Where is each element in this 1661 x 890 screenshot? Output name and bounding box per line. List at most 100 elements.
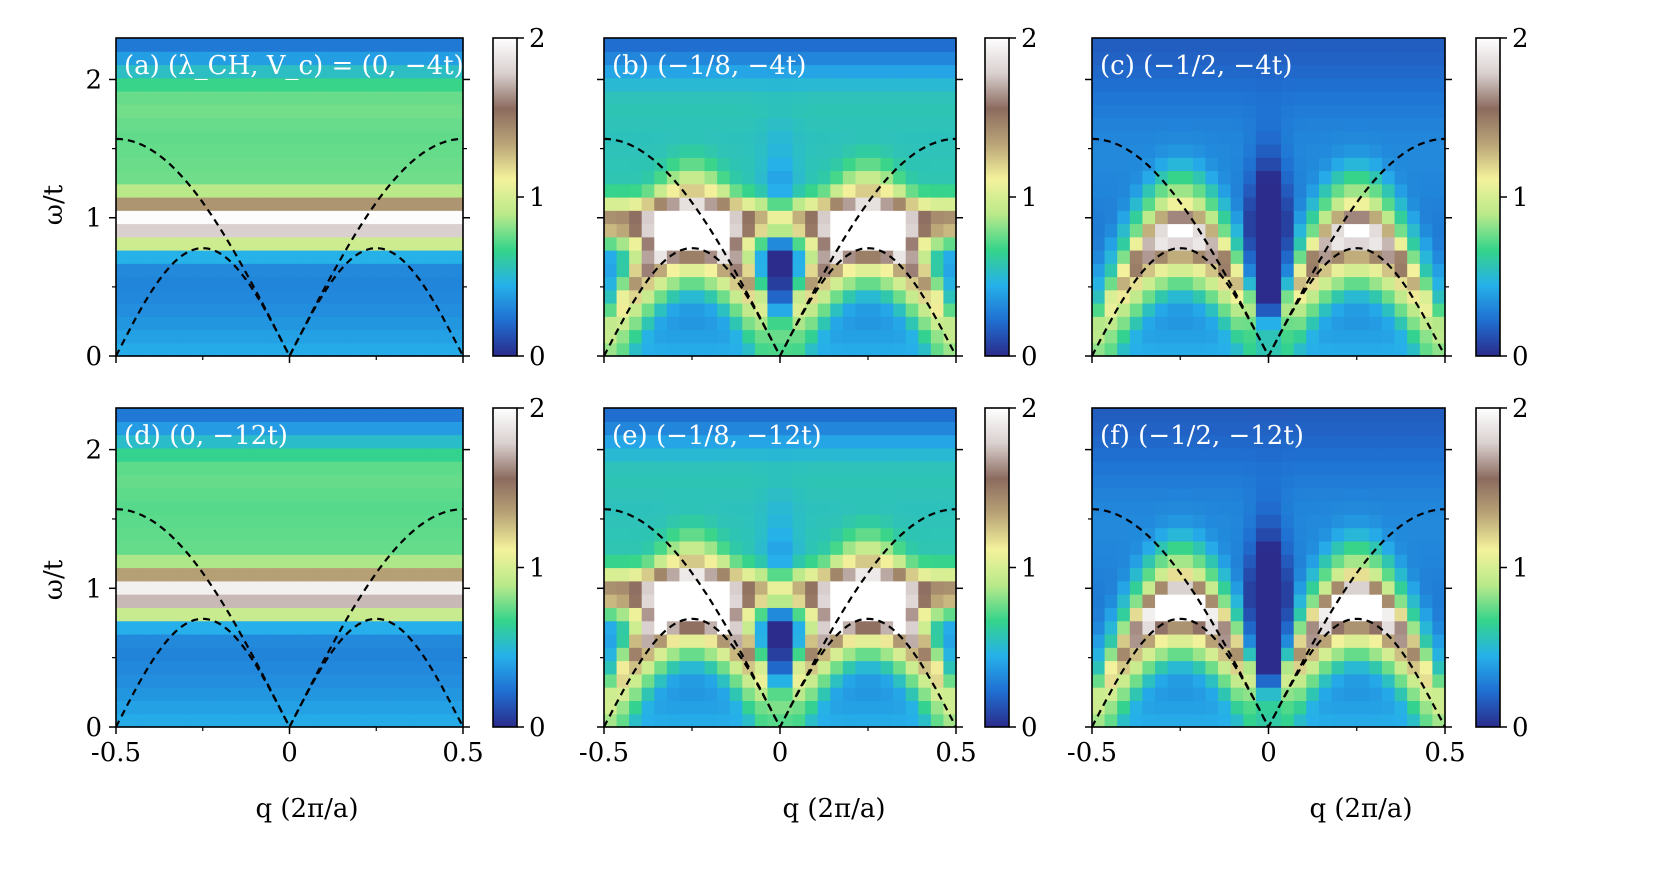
heatmap-cell	[1293, 514, 1307, 529]
heatmap-cell	[1419, 170, 1433, 185]
heatmap-cell	[1129, 633, 1144, 648]
heatmap-cell	[351, 329, 365, 344]
heatmap-cell	[1419, 223, 1433, 238]
heatmap-cell	[1218, 64, 1232, 79]
heatmap-cell	[1243, 434, 1257, 449]
heatmap-cell	[805, 554, 819, 569]
heatmap-cell	[805, 197, 819, 211]
heatmap-cell	[792, 580, 806, 595]
heatmap-cell	[666, 501, 681, 515]
heatmap-cell	[1218, 580, 1232, 595]
heatmap-cell	[177, 329, 191, 344]
heatmap-cell	[438, 474, 452, 489]
heatmap-cell	[425, 434, 439, 449]
heatmap-cell	[438, 487, 452, 502]
heatmap-cell	[1344, 540, 1358, 555]
heatmap-cell	[1255, 620, 1270, 635]
heatmap-cell	[629, 117, 643, 132]
colorbar-tick-label: 2	[529, 394, 546, 424]
heatmap-cell	[1281, 289, 1295, 304]
heatmap-cell	[1142, 501, 1156, 515]
heatmap-cell	[413, 223, 427, 238]
heatmap-cell	[140, 342, 154, 357]
heatmap-cell	[1432, 342, 1446, 357]
heatmap-cell	[930, 144, 945, 158]
heatmap-cell	[604, 408, 618, 422]
heatmap-cell	[792, 64, 806, 79]
heatmap-cell	[830, 289, 844, 304]
heatmap-cell	[165, 700, 179, 715]
heatmap-cell	[128, 210, 142, 225]
heatmap-cell	[239, 289, 253, 304]
heatmap-cell	[641, 620, 655, 635]
heatmap-cell	[1243, 223, 1257, 238]
heatmap-cell	[1167, 104, 1181, 119]
heatmap-cell	[1293, 580, 1307, 595]
heatmap-cell	[301, 594, 315, 608]
heatmap-cell	[893, 77, 907, 92]
heatmap-cell	[388, 607, 402, 622]
heatmap-cell	[1142, 700, 1156, 715]
heatmap-cell	[202, 408, 216, 422]
heatmap-cell	[918, 514, 932, 529]
heatmap-cell	[1142, 64, 1156, 79]
heatmap-cell	[1432, 620, 1446, 635]
heatmap-cell	[438, 342, 452, 357]
heatmap-cell	[1419, 263, 1433, 278]
panel-b: (b) (−1/8, −4t)012	[597, 24, 1038, 372]
heatmap-cell	[339, 713, 353, 728]
heatmap-cell	[868, 236, 882, 251]
heatmap-cell	[1255, 647, 1270, 662]
heatmap-cell	[905, 700, 919, 715]
heatmap-cell	[754, 700, 769, 715]
heatmap-cell	[401, 567, 415, 582]
heatmap-cell	[351, 64, 365, 79]
heatmap-cell	[1432, 554, 1446, 569]
heatmap-cell	[905, 474, 919, 489]
heatmap-cell	[128, 461, 142, 476]
heatmap-cell	[438, 263, 452, 278]
heatmap-cell	[1293, 567, 1307, 582]
heatmap-cell	[629, 144, 643, 158]
heatmap-cell	[277, 434, 291, 449]
heatmap-cell	[1218, 421, 1232, 436]
heatmap-cell	[880, 64, 894, 79]
heatmap-cell	[227, 421, 241, 436]
heatmap-cell	[805, 77, 819, 92]
heatmap-cell	[754, 713, 769, 728]
heatmap-cell	[880, 527, 894, 542]
heatmap-cell	[780, 461, 794, 476]
heatmap-cell	[215, 329, 229, 344]
heatmap-cell	[153, 408, 167, 422]
heatmap-cell	[1142, 554, 1156, 569]
heatmap-cell	[1394, 461, 1408, 476]
heatmap-cell	[177, 620, 191, 635]
heatmap-cell	[425, 210, 439, 225]
heatmap-cell	[1419, 210, 1433, 225]
heatmap-cell	[842, 580, 857, 595]
heatmap-cell	[780, 329, 794, 344]
heatmap-cell	[1356, 316, 1370, 331]
heatmap-cell	[1218, 236, 1232, 251]
heatmap-cell	[1104, 289, 1118, 304]
heatmap-cell	[1381, 144, 1396, 158]
heatmap-cell	[227, 633, 241, 648]
heatmap-cell	[215, 276, 229, 291]
heatmap-cell	[1129, 474, 1144, 489]
heatmap-cell	[1394, 210, 1408, 225]
heatmap-cell	[450, 687, 464, 702]
heatmap-cell	[616, 289, 630, 304]
heatmap-cell	[239, 77, 253, 92]
panel-label: (b) (−1/8, −4t)	[612, 51, 806, 81]
heatmap-cell	[239, 342, 253, 357]
heatmap-cell	[842, 713, 857, 728]
heatmap-cell	[438, 607, 452, 622]
heatmap-cell	[1394, 713, 1408, 728]
heatmap-cell	[1344, 633, 1358, 648]
heatmap-cell	[128, 64, 142, 79]
heatmap-cell	[1167, 501, 1181, 515]
heatmap-cell	[855, 77, 869, 92]
heatmap-cell	[1155, 342, 1169, 357]
heatmap-cell	[729, 157, 743, 172]
heatmap-cell	[252, 447, 266, 462]
